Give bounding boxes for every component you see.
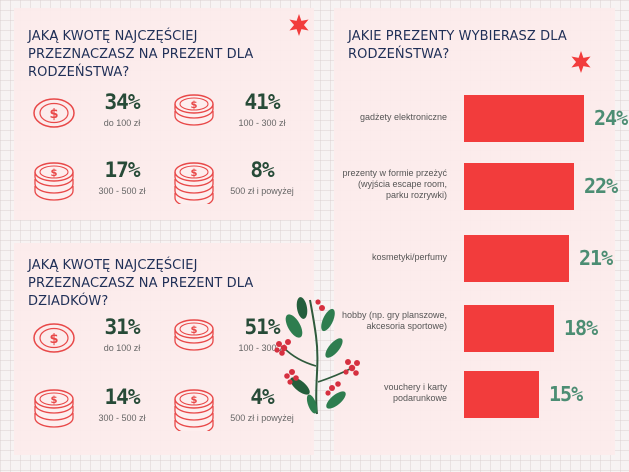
siblings-spend-panel: JAKĄ KWOTĘ NAJCZĘŚCIEJ PRZEZNACZASZ NA P…: [14, 8, 314, 220]
grandparents-stat-3-value: 14%: [104, 385, 141, 409]
siblings-stat-2-label: 100 - 300 zł: [238, 118, 286, 128]
svg-text:$: $: [49, 332, 58, 347]
grandparents-stat-4-value: 4%: [250, 385, 274, 409]
bar: [464, 371, 539, 418]
grandparents-spend-panel: JAKĄ KWOTĘ NAJCZĘŚCIEJ PRZEZNACZASZ NA P…: [14, 243, 314, 455]
svg-text:$: $: [191, 325, 198, 336]
bar: [464, 235, 569, 282]
bar-category-label: gadżety elektroniczne: [359, 112, 447, 122]
grandparents-stat-2-label: 100 - 300 zł: [238, 343, 286, 353]
coin-stack-icon: $: [33, 98, 75, 128]
bar-row: kosmetyki/perfumy 21%: [334, 232, 615, 286]
bar: [464, 95, 584, 142]
grandparents-stat-2-value: 51%: [244, 315, 281, 339]
bar-value-label: 22%: [584, 174, 618, 198]
grandparents-stat-1: $ 31% do 100 zł: [32, 315, 172, 369]
siblings-stat-2-value: 41%: [244, 90, 281, 114]
grandparents-stat-4-label: 500 zł i powyżej: [230, 413, 294, 423]
bar-category-label: vouchery i karty podarunkowe: [383, 382, 447, 403]
siblings-stat-4: $ 8% 500 zł i powyżej: [172, 158, 312, 212]
bar-category-label: prezenty w formie przeżyć (wyjścia escap…: [342, 168, 447, 200]
siblings-stat-1-value: 34%: [104, 90, 141, 114]
bar-row: vouchery i karty podarunkowe 15%: [334, 368, 615, 422]
bar-row: prezenty w formie przeżyć (wyjścia escap…: [334, 160, 618, 214]
berry-branch-icon: [274, 297, 360, 415]
bar-category-label: kosmetyki/perfumy: [371, 252, 447, 262]
bar-row: hobby (np. gry planszowe, akcesoria spor…: [334, 302, 615, 356]
svg-text:$: $: [51, 395, 58, 406]
grandparents-stat-4: $ 4% 500 zł i powyżej: [172, 385, 312, 439]
grandparents-stat-1-value: 31%: [104, 315, 141, 339]
bar: [464, 305, 554, 352]
coin-stack-icon: $: [174, 319, 214, 351]
star-icon: [289, 14, 309, 36]
grandparents-spend-title: JAKĄ KWOTĘ NAJCZĘŚCIEJ PRZEZNACZASZ NA P…: [28, 258, 254, 309]
bar: [464, 163, 574, 210]
grandparents-stat-2: $ 51% 100 - 300 zł: [172, 315, 312, 369]
gift-types-title: JAKIE PREZENTY WYBIERASZ DLA RODZEŃSTWA?: [348, 29, 567, 62]
siblings-stat-1: $ 34% do 100 zł: [32, 90, 172, 144]
grandparents-stat-3-label: 300 - 500 zł: [98, 413, 146, 423]
siblings-spend-title: JAKĄ KWOTĘ NAJCZĘŚCIEJ PRZEZNACZASZ NA P…: [28, 29, 254, 80]
svg-text:$: $: [51, 168, 58, 179]
bar-value-label: 15%: [549, 382, 583, 406]
coin-stack-icon: $: [34, 389, 74, 428]
coin-stack-icon: $: [174, 94, 214, 126]
grandparents-stat-3: $ 14% 300 - 500 zł: [32, 385, 172, 439]
bar-value-label: 18%: [564, 316, 598, 340]
svg-text:$: $: [191, 395, 198, 406]
gift-types-panel: JAKIE PREZENTY WYBIERASZ DLA RODZEŃSTWA?…: [334, 8, 628, 455]
coin-stack-icon: $: [174, 389, 214, 431]
star-icon: [571, 51, 591, 73]
bar-value-label: 21%: [579, 246, 613, 270]
svg-text:$: $: [49, 107, 58, 122]
siblings-stat-1-label: do 100 zł: [103, 118, 141, 128]
siblings-stat-3: $ 17% 300 - 500 zł: [32, 158, 172, 212]
svg-text:$: $: [191, 168, 198, 179]
svg-text:$: $: [191, 100, 198, 111]
siblings-stat-3-label: 300 - 500 zł: [98, 186, 146, 196]
coin-stack-icon: $: [34, 162, 74, 201]
coin-stack-icon: $: [174, 162, 214, 204]
bar-row: gadżety elektroniczne 24%: [334, 92, 628, 146]
siblings-stat-2: $ 41% 100 - 300 zł: [172, 90, 312, 144]
coin-stack-icon: $: [33, 323, 75, 353]
grandparents-stat-1-label: do 100 zł: [103, 343, 141, 353]
bar-category-label: hobby (np. gry planszowe, akcesoria spor…: [341, 310, 447, 331]
siblings-stat-4-label: 500 zł i powyżej: [230, 186, 294, 196]
bar-value-label: 24%: [594, 106, 628, 130]
siblings-stat-3-value: 17%: [104, 158, 141, 182]
siblings-stat-4-value: 8%: [250, 158, 274, 182]
